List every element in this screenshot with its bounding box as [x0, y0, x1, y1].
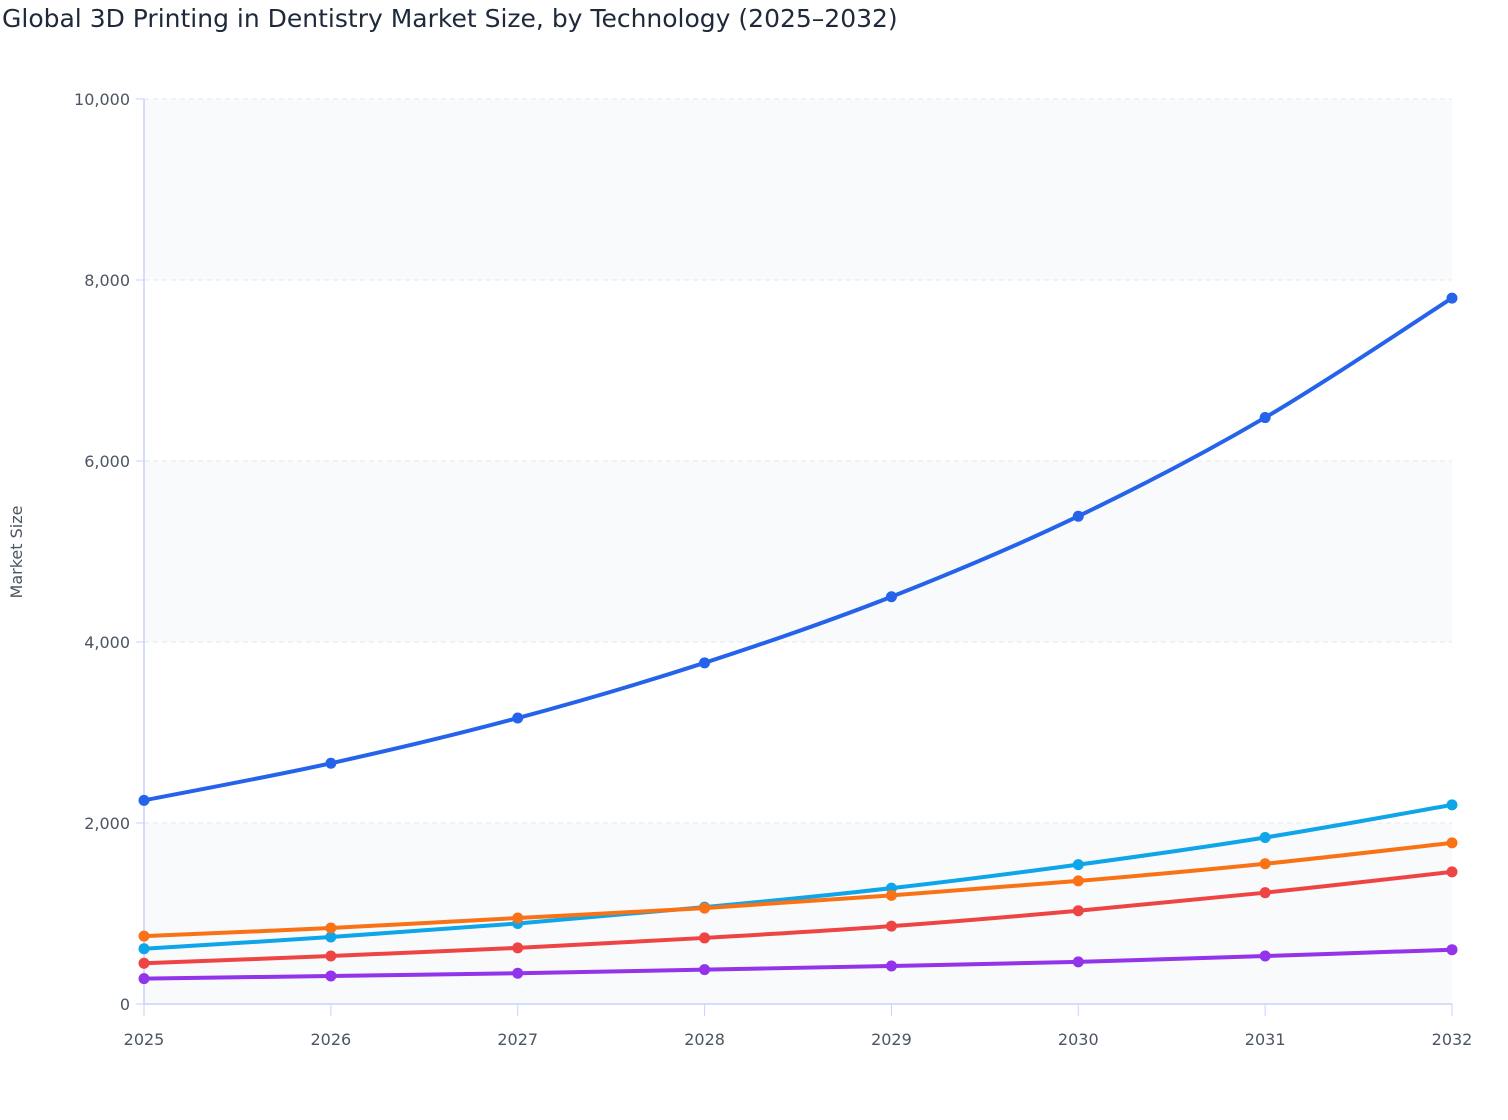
- data-point: [699, 932, 711, 944]
- y-tick-label: 0: [120, 995, 130, 1014]
- data-point: [1446, 866, 1458, 878]
- x-tick-label: 2027: [497, 1030, 538, 1049]
- data-point: [1446, 944, 1458, 956]
- data-point: [1259, 412, 1271, 424]
- data-point: [1259, 858, 1271, 870]
- series-line-4: [143, 869, 1453, 966]
- data-point: [1072, 956, 1084, 968]
- data-point: [1446, 292, 1458, 304]
- data-point: [885, 591, 897, 603]
- data-point: [1446, 799, 1458, 811]
- x-tick-label: 2025: [124, 1030, 165, 1049]
- data-point: [512, 967, 524, 979]
- y-axis-label: Market Size: [7, 506, 26, 599]
- data-point: [1072, 510, 1084, 522]
- data-point: [138, 943, 150, 955]
- y-tick-label: 2,000: [84, 814, 130, 833]
- data-point: [699, 902, 711, 914]
- data-point: [512, 712, 524, 724]
- data-point: [325, 950, 337, 962]
- y-tick-label: 8,000: [84, 271, 130, 290]
- data-point: [512, 912, 524, 924]
- data-point: [1259, 831, 1271, 843]
- data-point: [1446, 837, 1458, 849]
- data-point: [138, 957, 150, 969]
- data-point: [138, 973, 150, 985]
- data-point: [699, 964, 711, 976]
- data-point: [325, 757, 337, 769]
- x-tick-label: 2030: [1058, 1030, 1099, 1049]
- series-line-2: [143, 802, 1453, 951]
- series-line-3: [143, 840, 1453, 939]
- data-point: [325, 931, 337, 943]
- data-point: [1259, 887, 1271, 899]
- y-tick-label: 6,000: [84, 452, 130, 471]
- data-point: [885, 960, 897, 972]
- data-point: [1259, 950, 1271, 962]
- x-tick-label: 2031: [1245, 1030, 1286, 1049]
- series-line-1: [143, 296, 1454, 803]
- data-point: [1072, 905, 1084, 917]
- data-point: [325, 970, 337, 982]
- data-point: [1072, 859, 1084, 871]
- y-tick-label: 10,000: [74, 90, 130, 109]
- data-point: [138, 930, 150, 942]
- grid-band: [144, 99, 1452, 280]
- chart-title: Global 3D Printing in Dentistry Market S…: [2, 4, 898, 33]
- data-point: [512, 942, 524, 954]
- data-point: [325, 922, 337, 934]
- data-point: [885, 920, 897, 932]
- y-tick-label: 4,000: [84, 633, 130, 652]
- x-tick-label: 2028: [684, 1030, 725, 1049]
- data-point: [1072, 875, 1084, 887]
- x-tick-label: 2032: [1432, 1030, 1473, 1049]
- data-point: [699, 657, 711, 669]
- series-line-5: [143, 947, 1453, 981]
- data-point: [885, 889, 897, 901]
- data-point: [138, 794, 150, 806]
- grid-band: [144, 461, 1452, 642]
- x-tick-label: 2026: [310, 1030, 351, 1049]
- x-tick-label: 2029: [871, 1030, 912, 1049]
